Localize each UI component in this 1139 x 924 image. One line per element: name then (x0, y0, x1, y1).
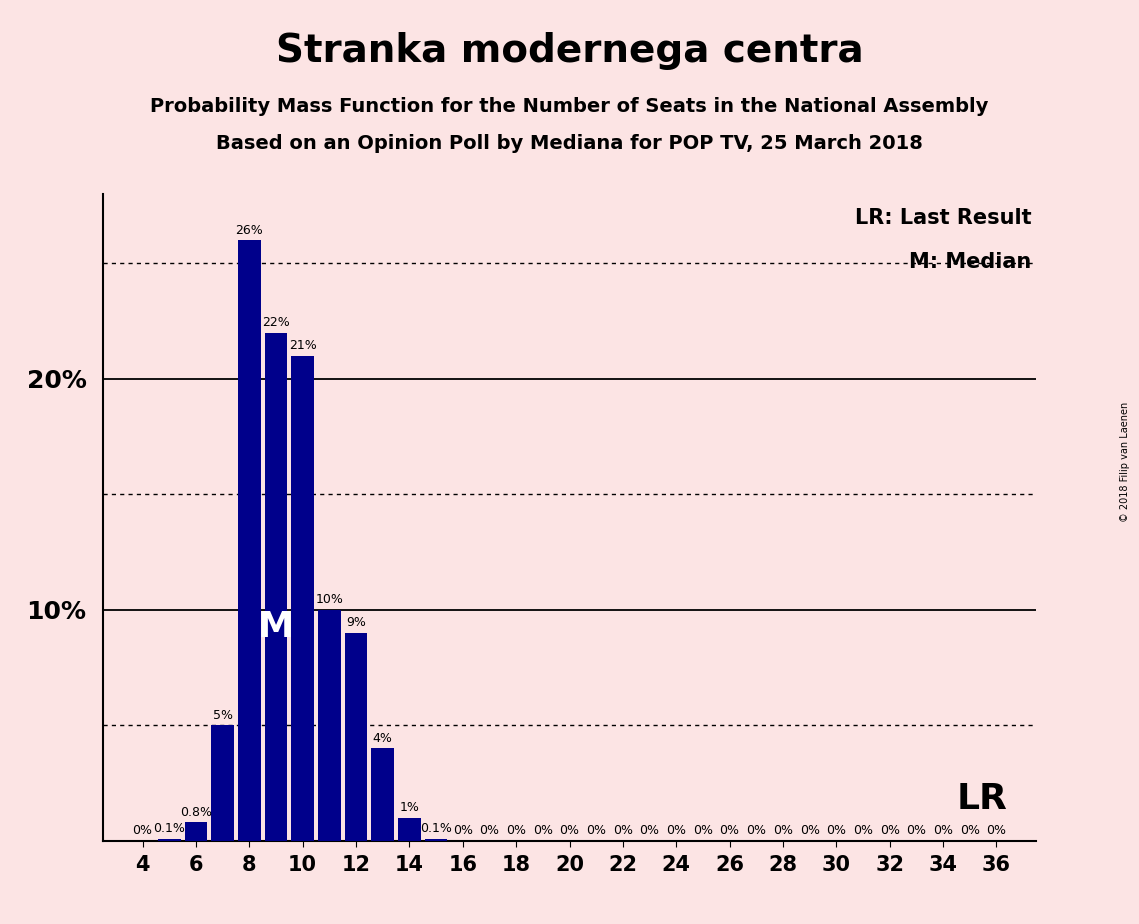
Bar (185, 822, 207, 841)
Text: M: Median: M: Median (909, 251, 1031, 272)
Text: 10%: 10% (316, 593, 343, 606)
Text: 0%: 0% (773, 824, 793, 837)
Text: 0%: 0% (933, 824, 953, 837)
Bar (264, 333, 287, 841)
Text: 0%: 0% (613, 824, 633, 837)
Text: 9%: 9% (346, 616, 366, 629)
Text: © 2018 Filip van Laenen: © 2018 Filip van Laenen (1121, 402, 1130, 522)
Text: 21%: 21% (289, 339, 317, 352)
Text: 0%: 0% (506, 824, 526, 837)
Text: 0.8%: 0.8% (180, 806, 212, 819)
Bar (345, 633, 368, 841)
Text: 0%: 0% (693, 824, 713, 837)
Text: 0.1%: 0.1% (420, 822, 452, 835)
Bar (158, 839, 181, 841)
Text: Stranka modernega centra: Stranka modernega centra (276, 32, 863, 70)
Text: 0%: 0% (960, 824, 980, 837)
Text: 0%: 0% (640, 824, 659, 837)
Bar (425, 839, 448, 841)
Bar (211, 725, 233, 841)
Text: 0%: 0% (986, 824, 1007, 837)
Bar (318, 610, 341, 841)
Text: 0%: 0% (132, 824, 153, 837)
Text: LR: LR (957, 783, 1007, 816)
Text: 5%: 5% (213, 709, 232, 722)
Bar (371, 748, 394, 841)
Text: 0%: 0% (827, 824, 846, 837)
Text: 0%: 0% (480, 824, 499, 837)
Bar (292, 356, 314, 841)
Text: 0%: 0% (879, 824, 900, 837)
Text: 4%: 4% (372, 732, 393, 745)
Text: Based on an Opinion Poll by Mediana for POP TV, 25 March 2018: Based on an Opinion Poll by Mediana for … (216, 134, 923, 153)
Bar (238, 240, 261, 841)
Text: 0%: 0% (453, 824, 473, 837)
Text: 0%: 0% (559, 824, 580, 837)
Text: 26%: 26% (236, 224, 263, 237)
Text: M: M (257, 611, 294, 644)
Text: 0%: 0% (746, 824, 767, 837)
Text: 0%: 0% (587, 824, 606, 837)
Text: LR: Last Result: LR: Last Result (854, 208, 1031, 228)
Text: 0%: 0% (907, 824, 926, 837)
Text: 0%: 0% (720, 824, 739, 837)
Text: Probability Mass Function for the Number of Seats in the National Assembly: Probability Mass Function for the Number… (150, 97, 989, 116)
Text: 0%: 0% (533, 824, 552, 837)
Text: 1%: 1% (400, 801, 419, 814)
Text: 0%: 0% (666, 824, 686, 837)
Text: 0%: 0% (800, 824, 820, 837)
Bar (398, 818, 420, 841)
Text: 22%: 22% (262, 316, 289, 329)
Text: 0.1%: 0.1% (154, 822, 186, 835)
Text: 0%: 0% (853, 824, 872, 837)
